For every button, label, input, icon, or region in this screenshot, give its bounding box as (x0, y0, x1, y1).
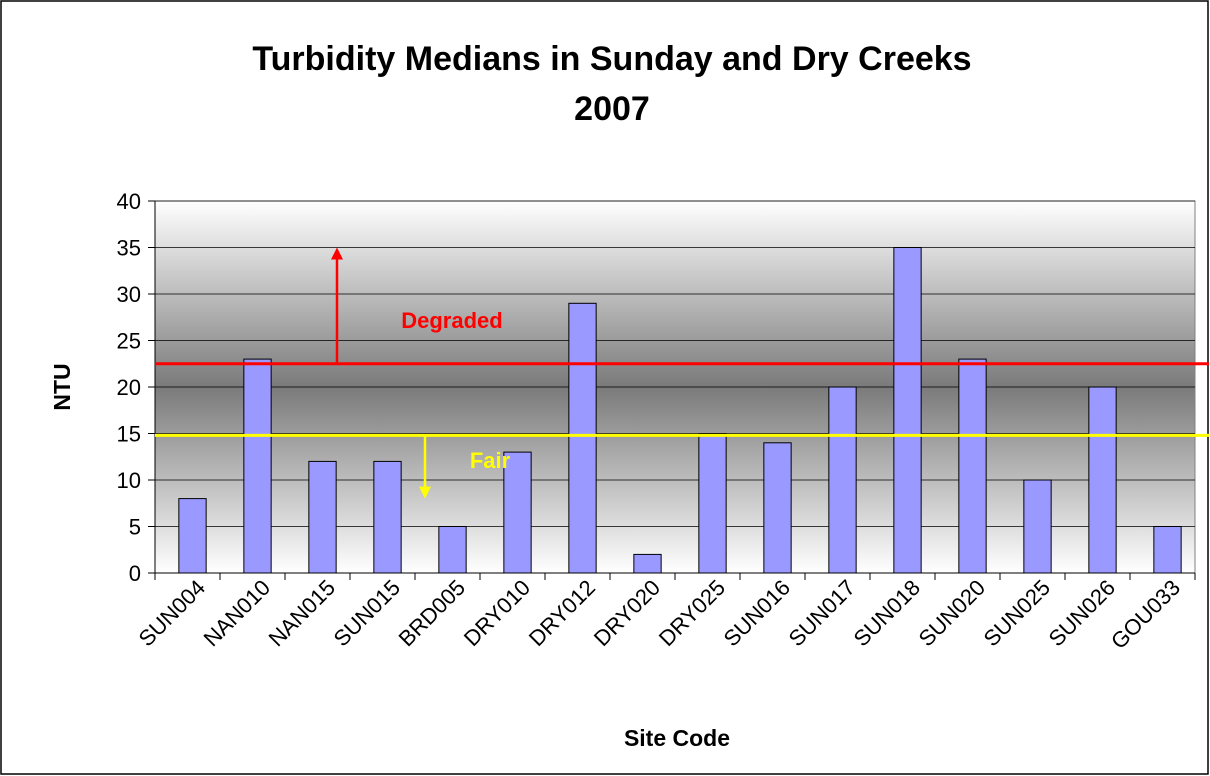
bar (828, 386, 857, 574)
x-axis-label: Site Code (624, 725, 730, 751)
y-tick-label: 25 (117, 329, 141, 354)
bar (958, 358, 987, 574)
y-tick-label: 5 (129, 515, 141, 540)
bar (1153, 526, 1182, 574)
bar (1088, 386, 1117, 574)
bar (373, 460, 402, 574)
bar (438, 526, 467, 574)
arrow-head (419, 486, 431, 499)
reference-label: Fair (470, 448, 511, 473)
reference-label: Degraded (401, 308, 502, 333)
y-tick-label: 40 (117, 189, 141, 214)
bar (698, 433, 727, 574)
bar (178, 498, 207, 574)
bar (568, 302, 597, 574)
y-tick-label: 0 (129, 561, 141, 586)
y-tick-label: 10 (117, 468, 141, 493)
chart-title: Turbidity Medians in Sunday and Dry Cree… (252, 40, 971, 78)
y-tick-label: 20 (117, 375, 141, 400)
bar (1023, 479, 1052, 574)
y-tick-label: 15 (117, 422, 141, 447)
y-tick-label: 30 (117, 282, 141, 307)
bar (763, 442, 792, 574)
bar (308, 460, 337, 574)
bar (243, 358, 272, 574)
chart-subtitle: 2007 (574, 90, 650, 128)
bar (503, 451, 532, 574)
bar (893, 247, 922, 574)
y-tick-label: 35 (117, 236, 141, 261)
y-axis-label: NTU (49, 363, 75, 410)
arrow-head (331, 247, 343, 260)
bar (633, 553, 662, 574)
